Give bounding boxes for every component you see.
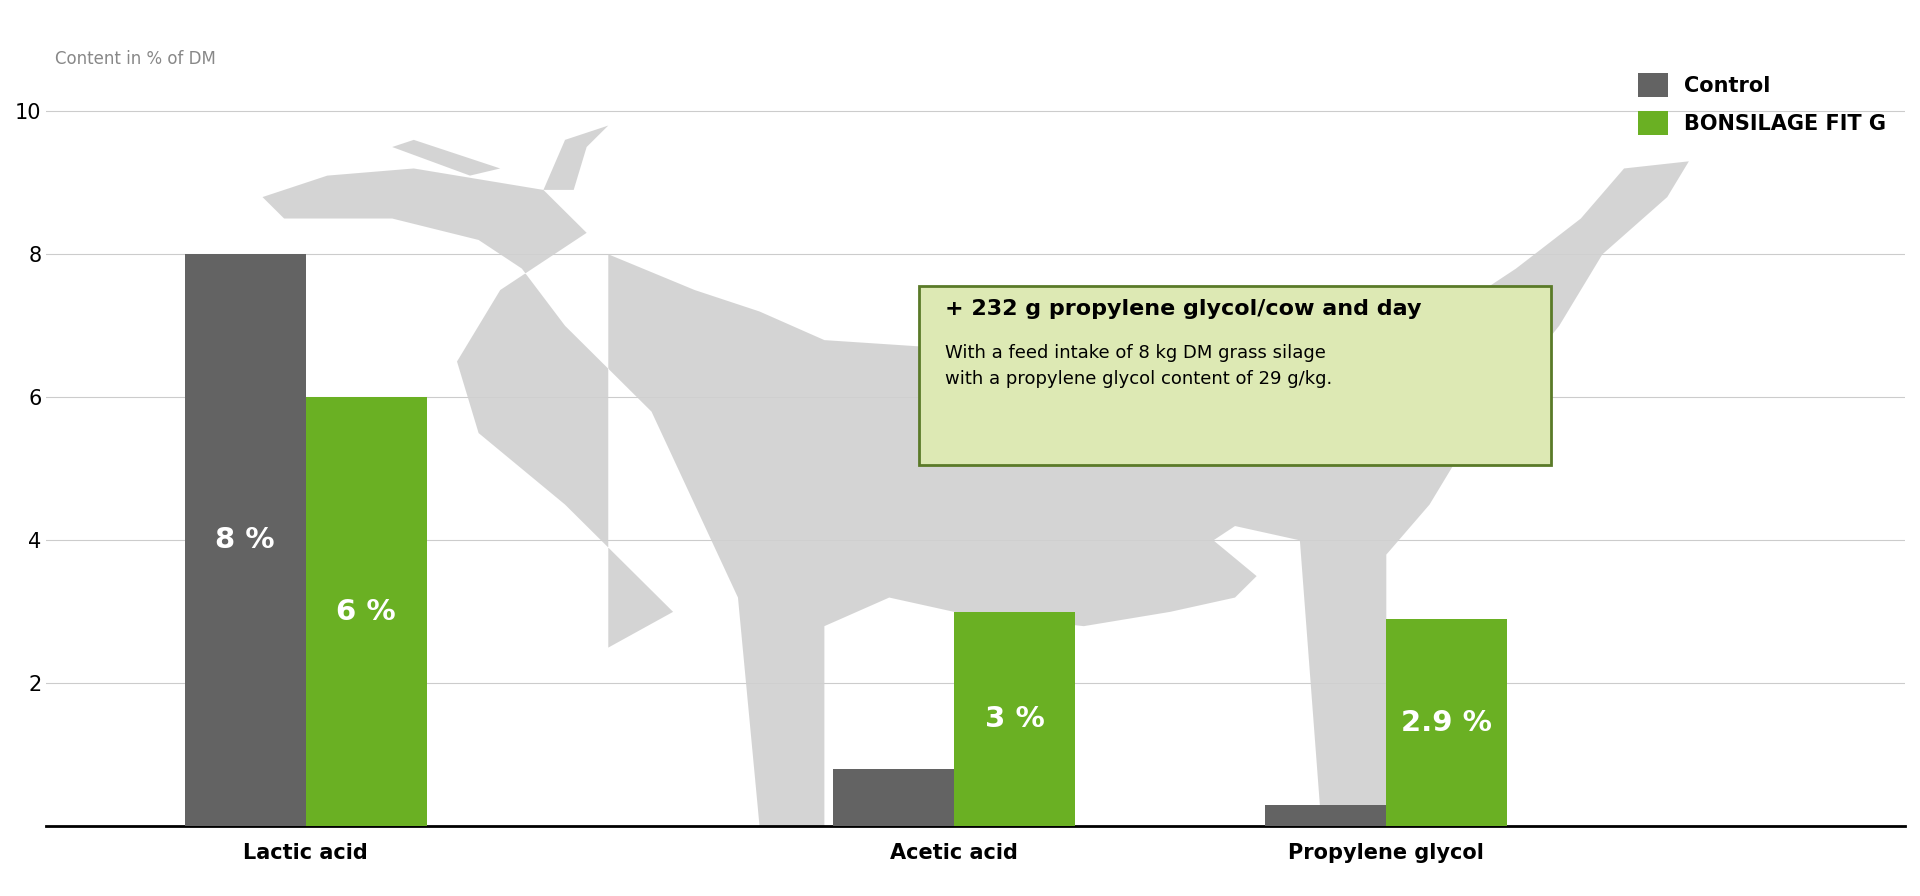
FancyBboxPatch shape (920, 287, 1551, 465)
Bar (954, 612, 1075, 826)
Text: With a feed intake of 8 kg DM grass silage
with a propylene glycol content of 29: With a feed intake of 8 kg DM grass sila… (945, 344, 1332, 388)
Text: 3 %: 3 % (985, 705, 1044, 733)
Bar (1386, 619, 1507, 826)
Text: 8 %: 8 % (215, 526, 275, 555)
Bar (305, 397, 426, 826)
Text: 6 %: 6 % (336, 598, 396, 626)
Bar (833, 769, 954, 826)
Text: 2.9 %: 2.9 % (1402, 709, 1492, 737)
Bar (1265, 805, 1386, 826)
Polygon shape (392, 140, 501, 176)
Polygon shape (543, 125, 609, 190)
Text: + 232 g propylene glycol/cow and day: + 232 g propylene glycol/cow and day (945, 299, 1423, 319)
Polygon shape (263, 161, 1690, 826)
Text: Content in % of DM: Content in % of DM (56, 50, 215, 68)
Bar (184, 254, 305, 826)
Legend: Control, BONSILAGE FIT G: Control, BONSILAGE FIT G (1630, 65, 1895, 144)
